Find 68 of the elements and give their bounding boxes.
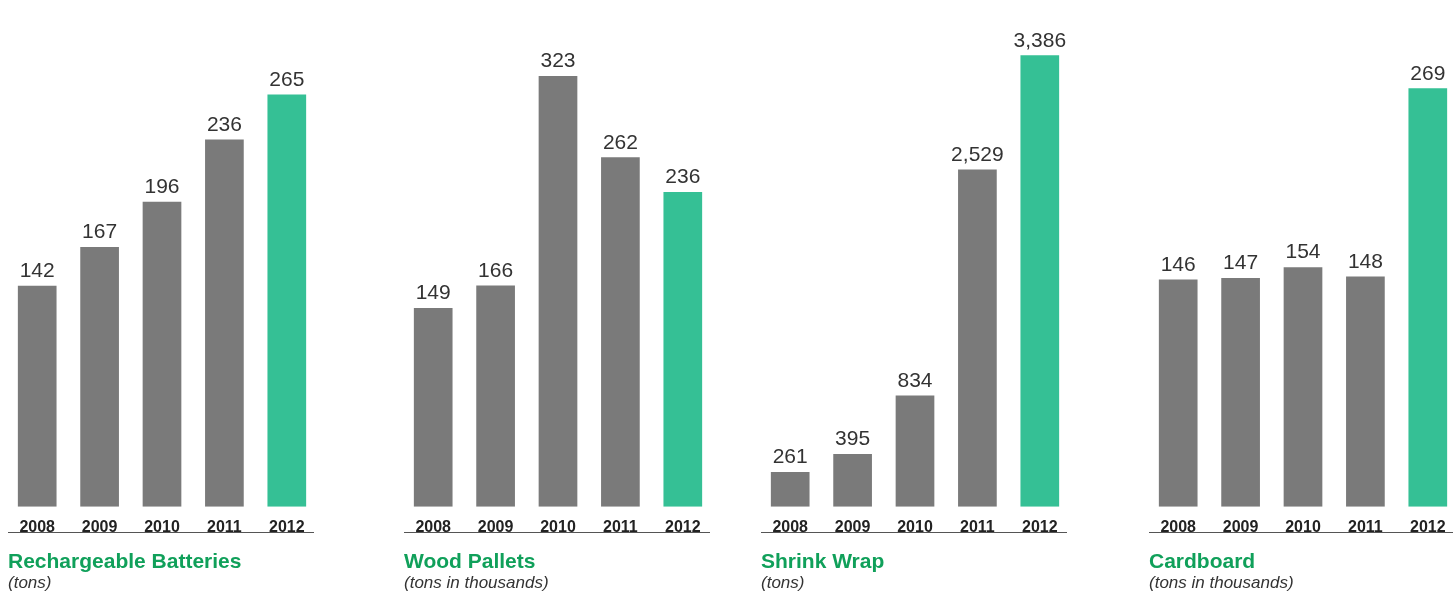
data-label: 236	[665, 164, 701, 188]
bar	[267, 94, 307, 507]
x-tick-label: 2011	[1348, 517, 1383, 535]
data-label: 265	[269, 66, 305, 90]
x-tick-label: 2010	[144, 517, 180, 535]
bar	[663, 192, 703, 507]
text: (tons)	[8, 573, 53, 593]
bar	[1346, 276, 1385, 507]
bar	[80, 246, 119, 507]
bar	[142, 201, 182, 507]
data-label: 2,529	[951, 141, 1004, 165]
bar	[958, 169, 997, 507]
data-label: 323	[540, 48, 576, 72]
data-label: 142	[19, 258, 55, 282]
text: (tons)	[761, 573, 806, 593]
data-label: 3,386	[1013, 27, 1067, 51]
x-tick-label: 2009	[81, 517, 118, 535]
data-label: 395	[835, 426, 871, 450]
bar	[476, 285, 515, 507]
data-label: 166	[478, 257, 514, 281]
data-label: 146	[1160, 251, 1196, 275]
x-tick-label: 2010	[540, 517, 576, 535]
text: Shrink Wrap	[761, 549, 886, 573]
x-tick-label: 2010	[1285, 517, 1321, 535]
x-tick-label: 2010	[897, 517, 933, 535]
x-tick-label: 2012	[1410, 517, 1446, 535]
x-tick-label: 2008	[19, 517, 56, 535]
bar	[895, 395, 935, 507]
bar	[17, 285, 57, 507]
bar	[833, 454, 872, 507]
bar	[1221, 278, 1260, 507]
x-tick-label: 2008	[415, 517, 452, 535]
x-tick-label: 2012	[665, 517, 701, 535]
x-tick-label: 2011	[207, 517, 242, 535]
bar	[205, 139, 244, 507]
x-tick-label: 2009	[834, 517, 871, 535]
x-tick-label: 2008	[772, 517, 809, 535]
data-label: 269	[1410, 60, 1446, 84]
data-label: 154	[1285, 239, 1321, 263]
x-tick-label: 2012	[1022, 517, 1058, 535]
text: (tons in thousands)	[404, 573, 550, 593]
x-tick-label: 2008	[1160, 517, 1197, 535]
x-tick-label: 2011	[960, 517, 995, 535]
text: Cardboard	[1149, 549, 1257, 573]
bar	[538, 76, 578, 507]
bar	[1408, 88, 1448, 507]
x-tick-label: 2012	[269, 517, 305, 535]
data-label: 167	[82, 219, 118, 243]
data-label: 834	[897, 367, 933, 391]
data-label: 196	[144, 174, 180, 198]
data-label: 262	[602, 129, 638, 153]
x-tick-label: 2009	[477, 517, 514, 535]
text: Wood Pallets	[404, 549, 537, 573]
x-tick-label: 2009	[1222, 517, 1259, 535]
data-label: 149	[415, 280, 451, 304]
bar	[413, 308, 453, 507]
data-label: 147	[1223, 250, 1259, 274]
x-tick-label: 2011	[603, 517, 638, 535]
bar	[601, 157, 640, 507]
bar	[770, 471, 810, 507]
bar	[1158, 279, 1198, 507]
data-label: 236	[206, 111, 242, 135]
text: (tons in thousands)	[1149, 573, 1295, 593]
bar	[1283, 267, 1323, 507]
text: Rechargeable Batteries	[8, 549, 243, 573]
data-label: 261	[772, 444, 808, 468]
bar	[1020, 55, 1060, 507]
data-label: 148	[1347, 248, 1383, 272]
